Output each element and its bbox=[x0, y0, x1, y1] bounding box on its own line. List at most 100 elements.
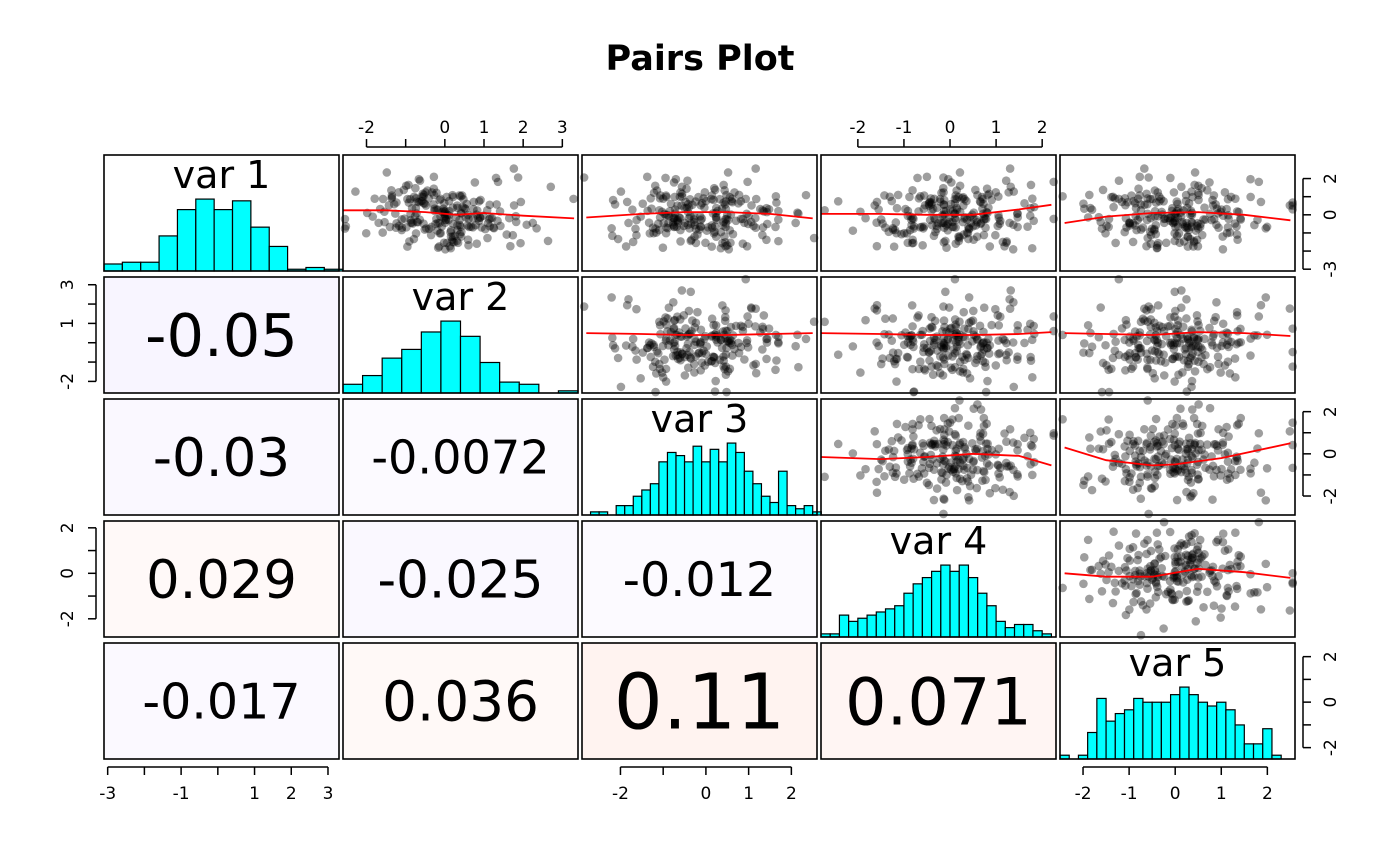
scatter-point-r2c5-219 bbox=[1151, 356, 1161, 365]
x-axis-tick-label-top-4-4: 1 bbox=[991, 118, 1002, 138]
scatter-point-r1c4-142 bbox=[927, 206, 936, 215]
scatter-point-r2c3-183 bbox=[724, 336, 733, 346]
histogram-bar-r4c4-18 bbox=[977, 592, 988, 638]
scatter-point-r1c5-16 bbox=[1140, 164, 1149, 173]
scatter-point-r1c3-220 bbox=[697, 214, 707, 223]
scatter-point-r2c4-200 bbox=[979, 303, 989, 312]
scatter-point-r1c3-4 bbox=[764, 205, 774, 214]
scatter-point-r1c5-30 bbox=[1195, 222, 1205, 232]
scatter-point-r1c3-146 bbox=[707, 242, 717, 251]
scatter-point-r1c5-46 bbox=[1168, 203, 1177, 213]
scatter-point-r3c5-146 bbox=[1183, 446, 1193, 456]
scatter-point-r3c4-134 bbox=[948, 440, 957, 450]
scatter-point-r1c4-74 bbox=[905, 225, 915, 235]
scatter-point-r1c4-2 bbox=[948, 222, 957, 232]
scatter-point-r1c2-50 bbox=[434, 205, 443, 214]
scatter-point-r1c4-64 bbox=[888, 225, 898, 234]
scatter-point-r4c5-128 bbox=[1114, 566, 1124, 576]
scatter-point-r1c2-1 bbox=[455, 191, 464, 200]
scatter-point-r4c5-138 bbox=[1143, 564, 1153, 573]
scatter-point-r3c4-84 bbox=[1026, 440, 1036, 450]
scatter-point-r1c3-63 bbox=[723, 168, 733, 177]
scatter-point-r3c4-195 bbox=[929, 436, 939, 446]
scatter-point-r1c4-87 bbox=[994, 192, 1003, 201]
scatter-point-r2c4-134 bbox=[948, 352, 957, 361]
scatter-point-r2c3-36 bbox=[771, 330, 781, 340]
scatter-point-r1c3-57 bbox=[725, 192, 735, 202]
scatter-point-r2c3-106 bbox=[727, 336, 736, 345]
scatter-point-r1c3-60 bbox=[700, 203, 709, 212]
scatter-point-r2c4-152 bbox=[979, 345, 989, 354]
scatter-point-r1c3-152 bbox=[758, 230, 767, 240]
scatter-point-r2c4-209 bbox=[978, 356, 988, 366]
scatter-point-r3c5-61 bbox=[1079, 476, 1089, 485]
scatter-point-r3c5-26 bbox=[1178, 455, 1187, 464]
scatter-point-r3c5-136 bbox=[1211, 439, 1220, 449]
scatter-point-r2c4-137 bbox=[924, 348, 934, 357]
scatter-point-r1c3-54 bbox=[677, 182, 687, 192]
scatter-point-r2c3-29 bbox=[632, 355, 641, 364]
corr-panel-tint-r2c1 bbox=[104, 277, 339, 393]
scatter-point-r1c2-208 bbox=[440, 198, 449, 208]
scatter-point-r2c3-144 bbox=[651, 369, 661, 378]
scatter-point-r1c4-137 bbox=[924, 199, 934, 208]
scatter-point-r1c3-199 bbox=[677, 201, 686, 210]
histogram-bar-r5c5-21 bbox=[1243, 743, 1255, 760]
axes-layer: -3 -1 1 2 3 -2 0 1 2 -2 -1 0 1 2-2 0 1 2 3 -2 -1 0 1 2-213-202… bbox=[58, 118, 1341, 804]
scatter-point-r1c5-39 bbox=[1192, 221, 1202, 231]
scatter-point-r1c5-206 bbox=[1086, 203, 1095, 213]
scatter-point-r3c4-204 bbox=[951, 431, 961, 440]
scatter-point-r1c5-153 bbox=[1151, 229, 1161, 239]
scatter-point-r1c2-81 bbox=[387, 191, 397, 200]
scatter-point-r2c3-82 bbox=[694, 349, 703, 358]
scatter-point-r1c4-40 bbox=[971, 185, 980, 195]
histogram-bar-r2c2-8 bbox=[479, 361, 501, 394]
scatter-point-r1c3-7 bbox=[731, 216, 741, 226]
scatter-point-r1c4-94 bbox=[979, 199, 988, 209]
scatter-point-r1c5-47 bbox=[1085, 190, 1094, 200]
panel-border-r1c1 bbox=[103, 154, 340, 272]
scatter-point-r2c4-25 bbox=[952, 342, 962, 352]
scatter-point-r3c4-157 bbox=[933, 439, 943, 449]
scatter-point-r1c5-176 bbox=[1114, 176, 1124, 185]
x-axis-tick-label-top-4-1: -2 bbox=[849, 118, 866, 138]
scatter-point-r2c3-177 bbox=[730, 344, 739, 354]
scatter-point-r2c3-213 bbox=[648, 362, 658, 372]
scatter-point-r1c4-150 bbox=[979, 215, 989, 224]
scatter-point-r3c5-173 bbox=[1222, 422, 1231, 432]
scatter-point-r4c5-83 bbox=[1152, 582, 1162, 592]
scatter-point-r3c5-53 bbox=[1143, 472, 1152, 481]
scatter-point-r3c4-62 bbox=[1005, 487, 1014, 497]
scatter-point-r3c5-185 bbox=[1231, 470, 1240, 480]
scatter-point-r4c5-109 bbox=[1253, 588, 1262, 597]
histogram-bar-r4c4-4 bbox=[848, 620, 859, 638]
scatter-point-r1c4-98 bbox=[987, 195, 996, 205]
scatter-point-r1c2-149 bbox=[452, 236, 462, 246]
correlation-value-r2c1: -0.05 bbox=[145, 301, 298, 370]
histogram-bar-r1c1-9 bbox=[250, 226, 270, 272]
scatter-point-r1c5-164 bbox=[1232, 230, 1242, 239]
scatter-point-r1c4-63 bbox=[955, 168, 965, 177]
scatter-point-r2c5-33 bbox=[1134, 343, 1143, 353]
scatter-point-r3c4-171 bbox=[972, 444, 982, 454]
scatter-point-r1c5-141 bbox=[1193, 242, 1203, 251]
scatter-point-r3c5-56 bbox=[1180, 465, 1190, 474]
scatter-point-r1c5-61 bbox=[1079, 204, 1089, 214]
scatter-point-r3c4-190 bbox=[975, 432, 985, 441]
scatter-point-r1c3-158 bbox=[669, 213, 678, 223]
scatter-point-r3c4-18 bbox=[909, 432, 918, 441]
scatter-point-r4c5-34 bbox=[1175, 541, 1184, 550]
scatter-point-r2c3-139 bbox=[670, 315, 680, 325]
scatter-point-r1c5-140 bbox=[1226, 192, 1236, 202]
scatter-point-r2c5-15 bbox=[1170, 338, 1180, 348]
histogram-bar-r3c3-7 bbox=[632, 495, 643, 516]
scatter-point-r4c5-103 bbox=[1234, 550, 1244, 560]
scatter-point-r4c5-57 bbox=[1107, 562, 1116, 572]
scatter-point-r3c5-96 bbox=[1128, 485, 1138, 495]
scatter-point-r2c4-181 bbox=[976, 341, 986, 351]
scatter-point-r4c5-8 bbox=[1212, 537, 1221, 547]
scatter-point-r1c3-114 bbox=[671, 174, 681, 184]
scatter-point-r3c4-3 bbox=[955, 440, 964, 449]
scatter-point-r1c3-172 bbox=[673, 201, 682, 210]
scatter-point-r1c3-109 bbox=[712, 215, 721, 225]
